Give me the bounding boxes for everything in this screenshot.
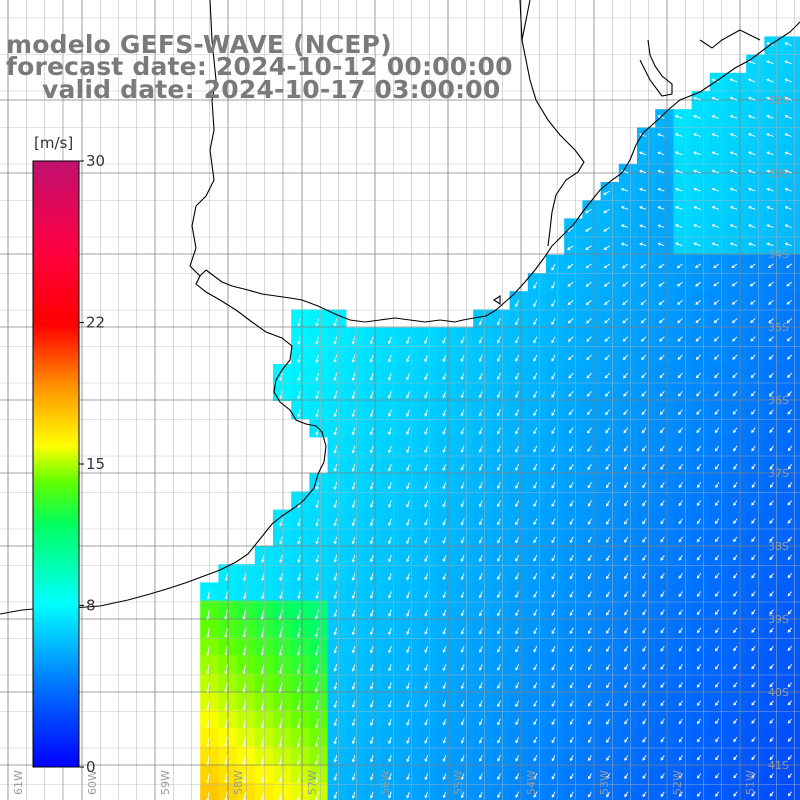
latitude-label: 38S: [768, 540, 789, 553]
latitude-label: 41S: [768, 759, 789, 772]
longitude-label: 61W: [12, 770, 25, 795]
latitude-labels: 32S 33S 34S 35S 36S 37S 38S 39S 40S 41S: [768, 94, 789, 772]
colorbar-tick-label: 8: [86, 596, 96, 614]
colorbar: [32, 160, 80, 768]
forecast-date: forecast date: 2024-10-12 00:00:00: [6, 52, 513, 81]
latitude-label: 32S: [768, 94, 789, 107]
longitude-label: 59W: [159, 770, 172, 795]
latitude-label: 39S: [768, 613, 789, 626]
longitude-labels: 61W 60W 59W 58W 57W 56W 55W 54W 53W 52W 51W: [12, 770, 757, 795]
longitude-label: 57W: [306, 770, 319, 795]
colorbar-tick-label: 15: [86, 455, 105, 473]
longitude-label: 55W: [452, 770, 465, 795]
colorbar-tick-label: 30: [86, 152, 105, 170]
colorbar-ticks: 30 22 15 8 0: [79, 152, 105, 776]
valid-date: valid date: 2024-10-17 03:00:00: [42, 75, 501, 104]
colorbar-unit: [m/s]: [34, 134, 74, 152]
colorbar-tick-label: 0: [86, 758, 96, 776]
longitude-label: 51W: [744, 770, 757, 795]
wind-arrows: [206, 42, 793, 800]
longitude-label: 56W: [379, 770, 392, 795]
longitude-label: 60W: [86, 770, 99, 795]
latitude-label: 36S: [768, 394, 789, 407]
latitude-label: 37S: [768, 467, 789, 480]
longitude-label: 52W: [671, 770, 684, 795]
longitude-label: 54W: [525, 770, 538, 795]
latitude-label: 33S: [768, 167, 789, 180]
latitude-label: 40S: [768, 686, 789, 699]
model-title: modelo GEFS-WAVE (NCEP): [6, 30, 392, 59]
colorbar-tick-label: 22: [86, 314, 105, 332]
latitude-label: 35S: [768, 321, 789, 334]
longitude-label: 58W: [232, 770, 245, 795]
coastline: [0, 0, 800, 615]
longitude-label: 53W: [598, 770, 611, 795]
latitude-label: 34S: [768, 248, 789, 261]
